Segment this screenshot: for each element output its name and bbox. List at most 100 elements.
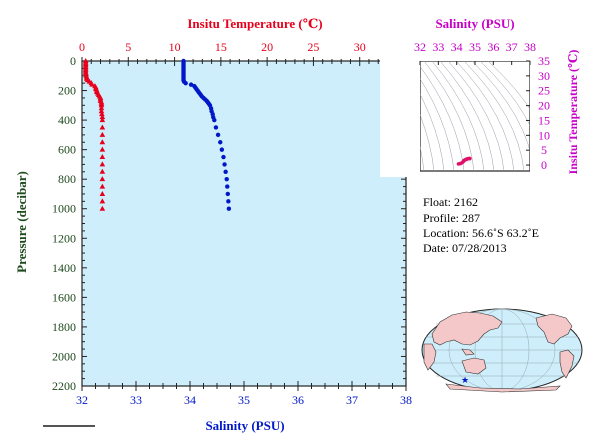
pressure-tick-label: 1000 bbox=[52, 202, 76, 216]
world-map: ★ bbox=[421, 308, 583, 393]
salinity-point bbox=[224, 176, 229, 182]
temperature-point bbox=[99, 161, 106, 167]
profile-number: Profile: 287 bbox=[423, 211, 480, 225]
ts-plot-area bbox=[419, 60, 531, 172]
pressure-tick-label: 2000 bbox=[52, 349, 76, 363]
density-contours bbox=[380, 40, 560, 177]
salinity-axis: 32 33 34 35 36 37 38 bbox=[76, 381, 412, 407]
temperature-point bbox=[99, 198, 106, 204]
temperature-series bbox=[82, 58, 106, 211]
salinity-point bbox=[226, 199, 231, 204]
ts-salinity-axis: 32 33 34 35 36 37 38 bbox=[414, 40, 536, 65]
temperature-point bbox=[98, 105, 105, 111]
pressure-tick-label: 0 bbox=[70, 54, 76, 68]
profile-date: Date: 07/28/2013 bbox=[423, 241, 507, 255]
salinity-point bbox=[225, 184, 230, 189]
pressure-tick-label: 2200 bbox=[52, 379, 76, 393]
temperature-axis-title: Insitu Temperature (℃) bbox=[187, 16, 322, 31]
temperature-tick-label: 25 bbox=[307, 40, 319, 54]
salinity-point bbox=[223, 169, 228, 174]
density-contour bbox=[431, 60, 485, 172]
temperature-point bbox=[99, 114, 106, 120]
salinity-point bbox=[213, 125, 219, 130]
float-id: Float: 2162 bbox=[423, 195, 478, 209]
footer-mark bbox=[43, 425, 95, 427]
temperature-point bbox=[99, 168, 106, 174]
salinity-point bbox=[226, 206, 232, 211]
pressure-tick-label: 1400 bbox=[52, 261, 76, 275]
pressure-axis: 0 200 400 600 800 1000 1200 1400 1600 1800 2000 220… bbox=[52, 54, 406, 393]
ts-temperature-axis-title: Insitu Temperature (℃) bbox=[566, 50, 580, 175]
density-contour bbox=[455, 60, 515, 172]
float-info: Float: 2162 Profile: 287 Location: 56.6˚… bbox=[423, 195, 539, 255]
temperature-point bbox=[99, 124, 106, 130]
ts-temperature-tick-label: 15 bbox=[538, 113, 550, 127]
temperature-point bbox=[99, 111, 105, 117]
continent-south-america bbox=[559, 349, 575, 379]
temperature-tick-label: 15 bbox=[215, 40, 227, 54]
salinity-point bbox=[222, 162, 227, 167]
temperature-point bbox=[89, 81, 95, 87]
salinity-tick-label: 35 bbox=[238, 393, 250, 407]
pressure-tick-label: 800 bbox=[58, 172, 76, 186]
density-contour bbox=[423, 60, 475, 172]
salinity-tick-label: 38 bbox=[400, 393, 412, 407]
map-continents bbox=[423, 311, 575, 393]
pressure-tick-label: 1200 bbox=[52, 231, 76, 245]
float-location: Location: 56.6˚S 63.2˚E bbox=[423, 226, 539, 240]
salinity-axis-title: Salinity (PSU) bbox=[205, 418, 284, 433]
salinity-point bbox=[219, 147, 225, 152]
temperature-point bbox=[99, 176, 106, 182]
pressure-tick-label: 1600 bbox=[52, 290, 76, 304]
ts-salinity-tick-label: 33 bbox=[432, 40, 444, 54]
float-location-marker: ★ bbox=[461, 375, 469, 385]
temperature-tick-label: 20 bbox=[261, 40, 273, 54]
temperature-point bbox=[99, 190, 106, 196]
temperature-tick-label: 30 bbox=[354, 40, 366, 54]
ts-salinity-tick-label: 35 bbox=[469, 40, 481, 54]
temperature-point bbox=[99, 131, 106, 137]
continent-antarctica bbox=[445, 383, 561, 393]
ts-temperature-tick-label: 5 bbox=[541, 143, 547, 157]
salinity-point bbox=[215, 132, 221, 138]
temperature-point bbox=[99, 154, 106, 160]
pressure-tick-label: 1800 bbox=[52, 320, 76, 334]
ts-temperature-tick-label: 25 bbox=[538, 84, 550, 98]
density-contour bbox=[463, 60, 525, 172]
continent-africa bbox=[423, 343, 437, 371]
ts-salinity-tick-label: 36 bbox=[487, 40, 499, 54]
ts-salinity-tick-label: 38 bbox=[524, 40, 536, 54]
continent-se-asia bbox=[461, 348, 475, 356]
salinity-point bbox=[212, 117, 217, 123]
pressure-tick-label: 600 bbox=[58, 143, 76, 157]
ts-temperature-tick-label: 0 bbox=[541, 158, 547, 172]
temperature-tick-label: 10 bbox=[169, 40, 181, 54]
density-contour bbox=[447, 60, 505, 172]
ts-salinity-tick-label: 37 bbox=[506, 40, 518, 54]
temperature-point bbox=[99, 183, 106, 189]
pressure-axis-title: Pressure (decibar) bbox=[14, 171, 29, 273]
salinity-tick-label: 33 bbox=[130, 393, 142, 407]
continent-australia bbox=[461, 357, 487, 375]
salinity-tick-label: 36 bbox=[292, 393, 304, 407]
density-contour bbox=[415, 60, 465, 172]
continent-north-america bbox=[535, 313, 573, 345]
ts-temperature-tick-label: 10 bbox=[538, 128, 550, 142]
ts-point bbox=[468, 156, 472, 161]
temperature-point bbox=[99, 205, 106, 211]
salinity-point bbox=[225, 191, 230, 197]
salinity-point bbox=[221, 154, 226, 160]
temperature-tick-label: 5 bbox=[125, 40, 131, 54]
ts-salinity-axis-title: Salinity (PSU) bbox=[435, 16, 514, 31]
temperature-tick-label: 0 bbox=[79, 40, 85, 54]
temperature-point bbox=[99, 146, 106, 152]
profile-plot-area bbox=[81, 60, 407, 387]
salinity-tick-label: 34 bbox=[184, 393, 196, 407]
salinity-series bbox=[181, 58, 232, 211]
salinity-point bbox=[183, 80, 188, 86]
ts-temperature-tick-label: 20 bbox=[538, 99, 550, 113]
temperature-point bbox=[99, 139, 106, 145]
ts-salinity-tick-label: 34 bbox=[451, 40, 463, 54]
